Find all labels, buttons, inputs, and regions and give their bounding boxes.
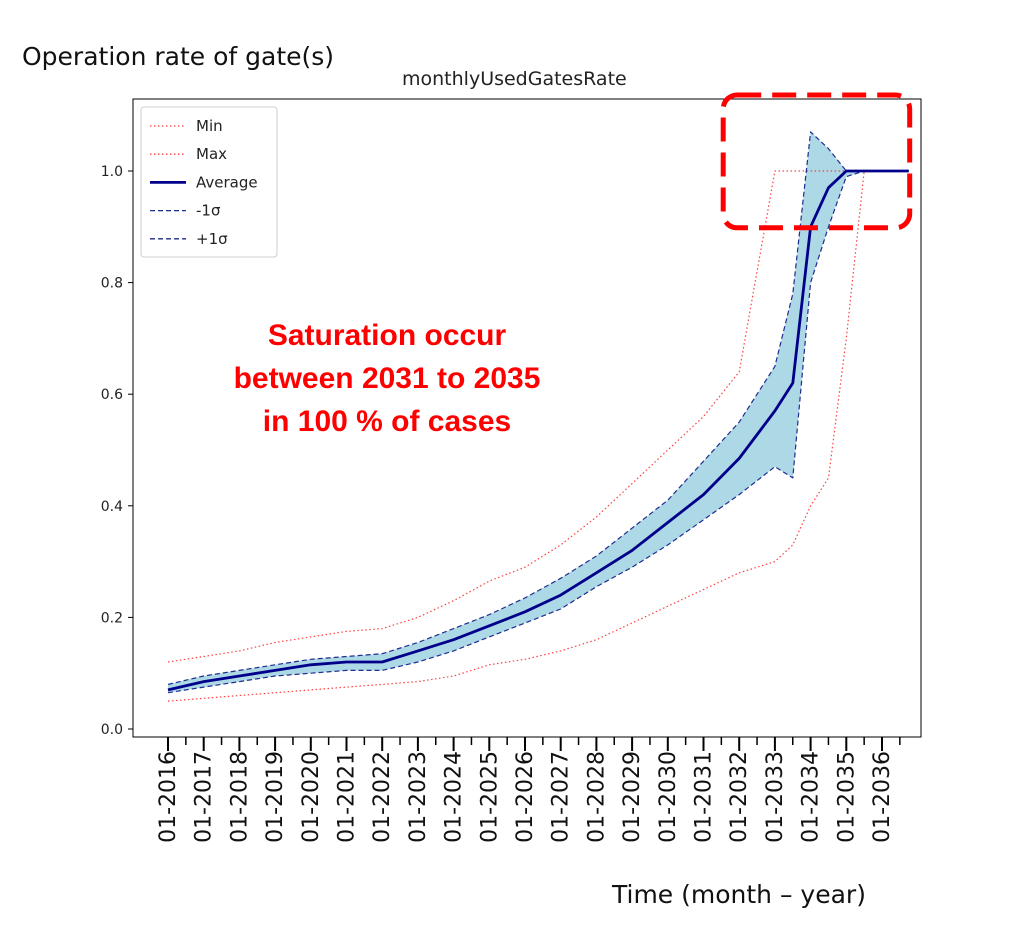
x-tick-label: 01-2029 bbox=[620, 751, 645, 843]
plus-sigma-series-line bbox=[167, 131, 909, 685]
x-tick-label: 01-2018 bbox=[227, 751, 252, 843]
legend: Min Max Average -1σ +1σ bbox=[140, 106, 278, 258]
x-tick-label: 01-2026 bbox=[513, 751, 538, 843]
axes-layer: 0.0 0.2 0.4 0.6 0.8 1.0 01-2016 01-2017 01-2018 0… bbox=[101, 98, 922, 843]
plot-frame bbox=[132, 98, 922, 738]
x-tick-label: 01-2025 bbox=[477, 751, 502, 843]
y-axis-label: Operation rate of gate(s) bbox=[22, 42, 335, 71]
sigma-band-layer bbox=[168, 131, 909, 693]
y-tick-label: 0.4 bbox=[101, 499, 123, 515]
x-tick-label: 01-2028 bbox=[584, 751, 609, 843]
annotation-line-2: between 2031 to 2035 bbox=[233, 362, 541, 395]
x-tick-label: 01-2035 bbox=[834, 751, 859, 843]
series-lines-layer bbox=[167, 131, 909, 702]
annotation-layer bbox=[720, 92, 913, 231]
annotation-line-3: in 100 % of cases bbox=[262, 405, 512, 438]
x-axis-label: Time (month – year) bbox=[612, 880, 866, 909]
x-tick-label: 01-2027 bbox=[549, 751, 574, 843]
legend-label: +1σ bbox=[196, 230, 228, 248]
x-tick-label: 01-2019 bbox=[263, 751, 288, 843]
x-tick-label: 01-2022 bbox=[370, 751, 395, 843]
y-tick-label: 0.2 bbox=[101, 610, 123, 626]
x-tick-label: 01-2020 bbox=[299, 751, 324, 843]
x-tick-label: 01-2024 bbox=[442, 751, 467, 843]
x-tick-label: 01-2036 bbox=[870, 751, 895, 843]
y-tick-label: 0.0 bbox=[101, 722, 123, 738]
saturation-annotation: Saturation occur between 2031 to 2035 in… bbox=[192, 314, 582, 443]
sigma-band-fill bbox=[168, 131, 909, 693]
x-tick-label: 01-2023 bbox=[406, 751, 431, 843]
x-tick-label: 01-2033 bbox=[763, 751, 788, 843]
legend-label: Average bbox=[196, 173, 258, 191]
x-tick-label: 01-2032 bbox=[727, 751, 752, 843]
x-tick-label: 01-2034 bbox=[799, 751, 824, 843]
y-tick-label: 0.8 bbox=[101, 276, 123, 292]
max-series-line bbox=[167, 170, 909, 663]
y-tick-label: 0.6 bbox=[101, 387, 123, 403]
chart-title: monthlyUsedGatesRate bbox=[402, 68, 627, 90]
legend-box bbox=[140, 106, 278, 258]
minus-sigma-series-line bbox=[167, 170, 909, 694]
saturation-highlight-box bbox=[720, 92, 913, 231]
x-tick-label: 01-2021 bbox=[335, 751, 360, 843]
average-series-line bbox=[167, 169, 909, 692]
x-tick-label: 01-2016 bbox=[156, 751, 181, 843]
legend-label: -1σ bbox=[196, 202, 221, 220]
x-tick-label: 01-2031 bbox=[692, 751, 717, 843]
x-tick-label: 01-2017 bbox=[192, 751, 217, 843]
annotation-line-1: Saturation occur bbox=[267, 319, 507, 352]
legend-label: Max bbox=[196, 145, 227, 163]
x-tick-label: 01-2030 bbox=[656, 751, 681, 843]
legend-label: Min bbox=[196, 117, 223, 135]
y-tick-label: 1.0 bbox=[101, 164, 123, 180]
